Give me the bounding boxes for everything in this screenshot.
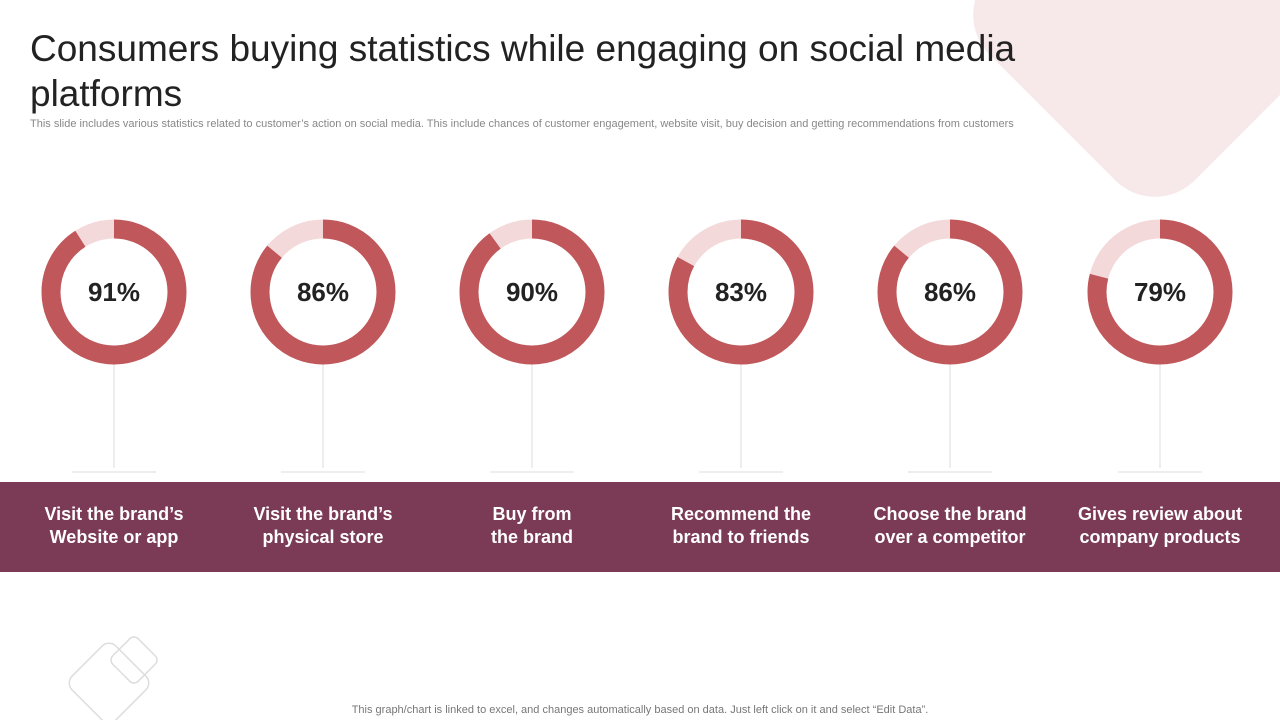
category-label-line: Buy from: [492, 504, 572, 524]
category-label-line: Gives review about: [1077, 504, 1243, 524]
donut-2: 86%: [250, 219, 396, 473]
donut-value-arc: [877, 219, 1023, 365]
category-label-line: Choose the brand: [873, 504, 1027, 524]
footnote: This graph/chart is linked to excel, and…: [351, 704, 929, 716]
donut-value-arc: [668, 219, 814, 365]
donut-value-arc: [459, 219, 605, 365]
donut-value-arc: [250, 219, 396, 365]
donut-value-label: 79%: [1134, 277, 1186, 307]
donut-value-label: 83%: [715, 277, 767, 307]
category-label-1: Visit the brand’s Website or app: [14, 503, 214, 549]
category-label-line: physical store: [262, 527, 384, 547]
donut-value-label: 86%: [924, 277, 976, 307]
category-label-line: the brand: [490, 527, 573, 547]
category-label-3: Buy from the brand: [432, 503, 632, 549]
donut-5: 86%: [877, 219, 1023, 473]
donut-4: 83%: [668, 219, 814, 473]
donut-value-label: 90%: [506, 277, 558, 307]
donut-value-arc: [1087, 219, 1233, 365]
donut-6: 79%: [1087, 219, 1233, 473]
category-label-2: Visit the brand’s physical store: [223, 503, 423, 549]
donut-3: 90%: [459, 219, 605, 473]
category-label-6: Gives review about company products: [1060, 503, 1260, 549]
category-label-line: Visit the brand’s: [44, 504, 184, 524]
diamond-outline-decoration: [68, 636, 158, 720]
donut-chart-row: 91% 86% 90% 83% 86% 79%: [41, 219, 1233, 473]
category-label-band: Visit the brand’s Website or app Visit the…: [0, 482, 1280, 572]
category-label-5: Choose the brand over a competitor: [850, 503, 1050, 549]
category-label-line: Recommend the: [670, 504, 812, 524]
donut-value-arc: [41, 219, 187, 365]
donut-value-label: 91%: [88, 277, 140, 307]
category-label-line: over a competitor: [874, 527, 1026, 547]
donut-1: 91%: [41, 219, 187, 473]
page-title: Consumers buying statistics while engagi…: [30, 28, 1016, 114]
category-label-4: Recommend the brand to friends: [641, 503, 841, 549]
category-label-line: company products: [1079, 527, 1241, 547]
category-label-line: Website or app: [49, 527, 179, 547]
donut-value-label: 86%: [297, 277, 349, 307]
category-label-line: brand to friends: [672, 527, 810, 547]
category-label-line: Visit the brand’s: [253, 504, 393, 524]
page-subtitle: This slide includes various statistics r…: [30, 118, 1014, 130]
